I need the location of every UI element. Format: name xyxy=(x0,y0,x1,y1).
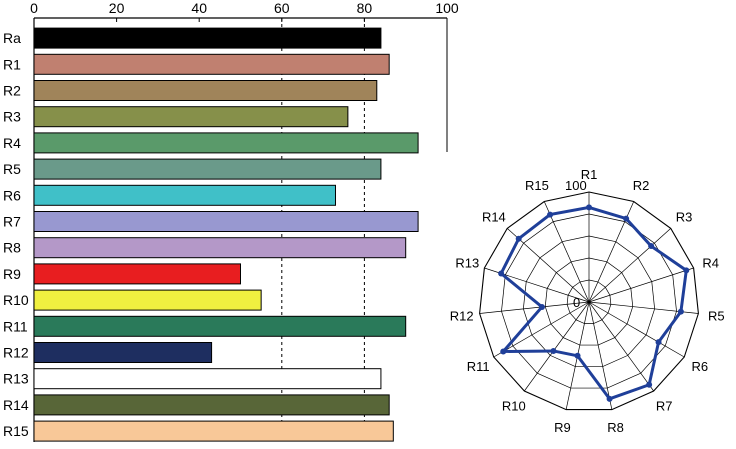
radar-point xyxy=(586,204,592,211)
radar-point xyxy=(547,211,554,218)
radar-point xyxy=(574,352,581,359)
bar-category-label: R3 xyxy=(3,109,21,125)
bar xyxy=(33,368,382,390)
bar-category-label: R13 xyxy=(3,371,29,387)
radar-spoke xyxy=(588,301,685,358)
bar-category-label: R6 xyxy=(3,187,21,203)
bar-category-label: R14 xyxy=(3,397,29,413)
radar-point xyxy=(655,339,662,346)
bar-category-label: R8 xyxy=(3,240,21,256)
radar-spoke xyxy=(588,301,654,392)
bar xyxy=(33,27,382,49)
radar-axis-label: R9 xyxy=(554,420,571,435)
radar-axis-label: R10 xyxy=(502,399,526,414)
radar-spoke xyxy=(588,228,671,303)
bar-x-tick-label: 100 xyxy=(435,0,459,16)
bar xyxy=(33,420,394,442)
bar xyxy=(33,394,390,416)
radar-ring xyxy=(566,279,612,324)
bar-category-label: R15 xyxy=(3,423,29,439)
bar xyxy=(33,106,349,128)
radar-point xyxy=(498,270,505,277)
radar-point xyxy=(500,348,507,355)
radar-spoke xyxy=(543,201,590,303)
radar-ring xyxy=(501,213,677,389)
bar xyxy=(33,158,382,180)
radar-axis-label: R11 xyxy=(467,359,490,374)
radar-spoke xyxy=(493,301,590,358)
bar-category-label: R9 xyxy=(3,266,21,282)
radar-axis-label: R1 xyxy=(581,167,598,182)
bar xyxy=(33,211,419,232)
bar xyxy=(33,237,407,259)
bar-category-label: R2 xyxy=(3,83,21,99)
radar-axis-label: R13 xyxy=(455,255,479,270)
bar-category-label: R12 xyxy=(3,345,29,361)
radar-axis-label: R12 xyxy=(450,308,474,323)
bar-x-tick-label: 0 xyxy=(30,0,38,16)
bar-category-label: Ra xyxy=(3,30,21,46)
bar-x-tick-label: 20 xyxy=(109,0,125,16)
radar-point xyxy=(606,395,613,402)
radar-point xyxy=(648,243,655,250)
bar-category-label: R4 xyxy=(3,135,21,151)
radar-ring-label: 0 xyxy=(573,295,580,310)
bar xyxy=(33,315,407,337)
radar-axis-label: R3 xyxy=(676,209,693,224)
radar-axis-label: R14 xyxy=(482,209,506,224)
bar xyxy=(33,80,378,101)
bar xyxy=(33,289,262,311)
bar-category-label: R10 xyxy=(3,292,29,308)
radar-axis-label: R2 xyxy=(633,178,650,193)
bar xyxy=(33,184,336,206)
bar-category-label: R1 xyxy=(3,56,21,72)
radar-axis-label: R8 xyxy=(607,420,624,435)
radar-point xyxy=(646,381,653,388)
radar-axis-label: R7 xyxy=(656,399,673,414)
bar-category-label: R5 xyxy=(3,161,21,177)
bar-chart: 0 20 40 60 80 100 Ra R1 R2 R3 R4 R5 R6 R7 R8 R9 R10 R11 R1… xyxy=(3,0,459,442)
radar-point xyxy=(623,215,630,222)
radar-axis-label: R4 xyxy=(702,255,719,270)
bar-x-tick-label: 80 xyxy=(357,0,373,16)
bar-category-label: R11 xyxy=(3,318,28,334)
radar-point xyxy=(538,303,545,310)
bar xyxy=(33,53,390,75)
radar-series-line xyxy=(499,205,688,401)
radar-point xyxy=(550,347,557,354)
radar-ring-label: 100 xyxy=(565,178,587,193)
radar-spoke xyxy=(479,301,590,314)
bar-x-tick-label: 60 xyxy=(274,0,290,16)
radar-point xyxy=(515,235,522,242)
radar-chart: R1 R2 R3 R4 R5 R6 R7 R8 R9 R10 R11 R12 R13 R14 R15 0 100 xyxy=(450,167,725,435)
bar xyxy=(33,132,419,154)
radar-spoke xyxy=(524,301,590,392)
radar-ring xyxy=(544,257,634,346)
bar-x-tick-label: 40 xyxy=(191,0,207,16)
radar-spoke xyxy=(588,301,613,410)
radar-ring xyxy=(523,235,655,367)
bar xyxy=(33,263,241,285)
bar xyxy=(33,342,213,363)
radar-axis-label: R5 xyxy=(708,308,725,323)
radar-point xyxy=(677,308,684,315)
radar-axis-label: R15 xyxy=(525,178,549,193)
bar-category-label: R7 xyxy=(3,214,21,230)
radar-axis-label: R6 xyxy=(692,359,709,374)
radar-ring xyxy=(479,191,699,411)
radar-point xyxy=(683,267,690,274)
radar-spoke xyxy=(588,267,694,303)
